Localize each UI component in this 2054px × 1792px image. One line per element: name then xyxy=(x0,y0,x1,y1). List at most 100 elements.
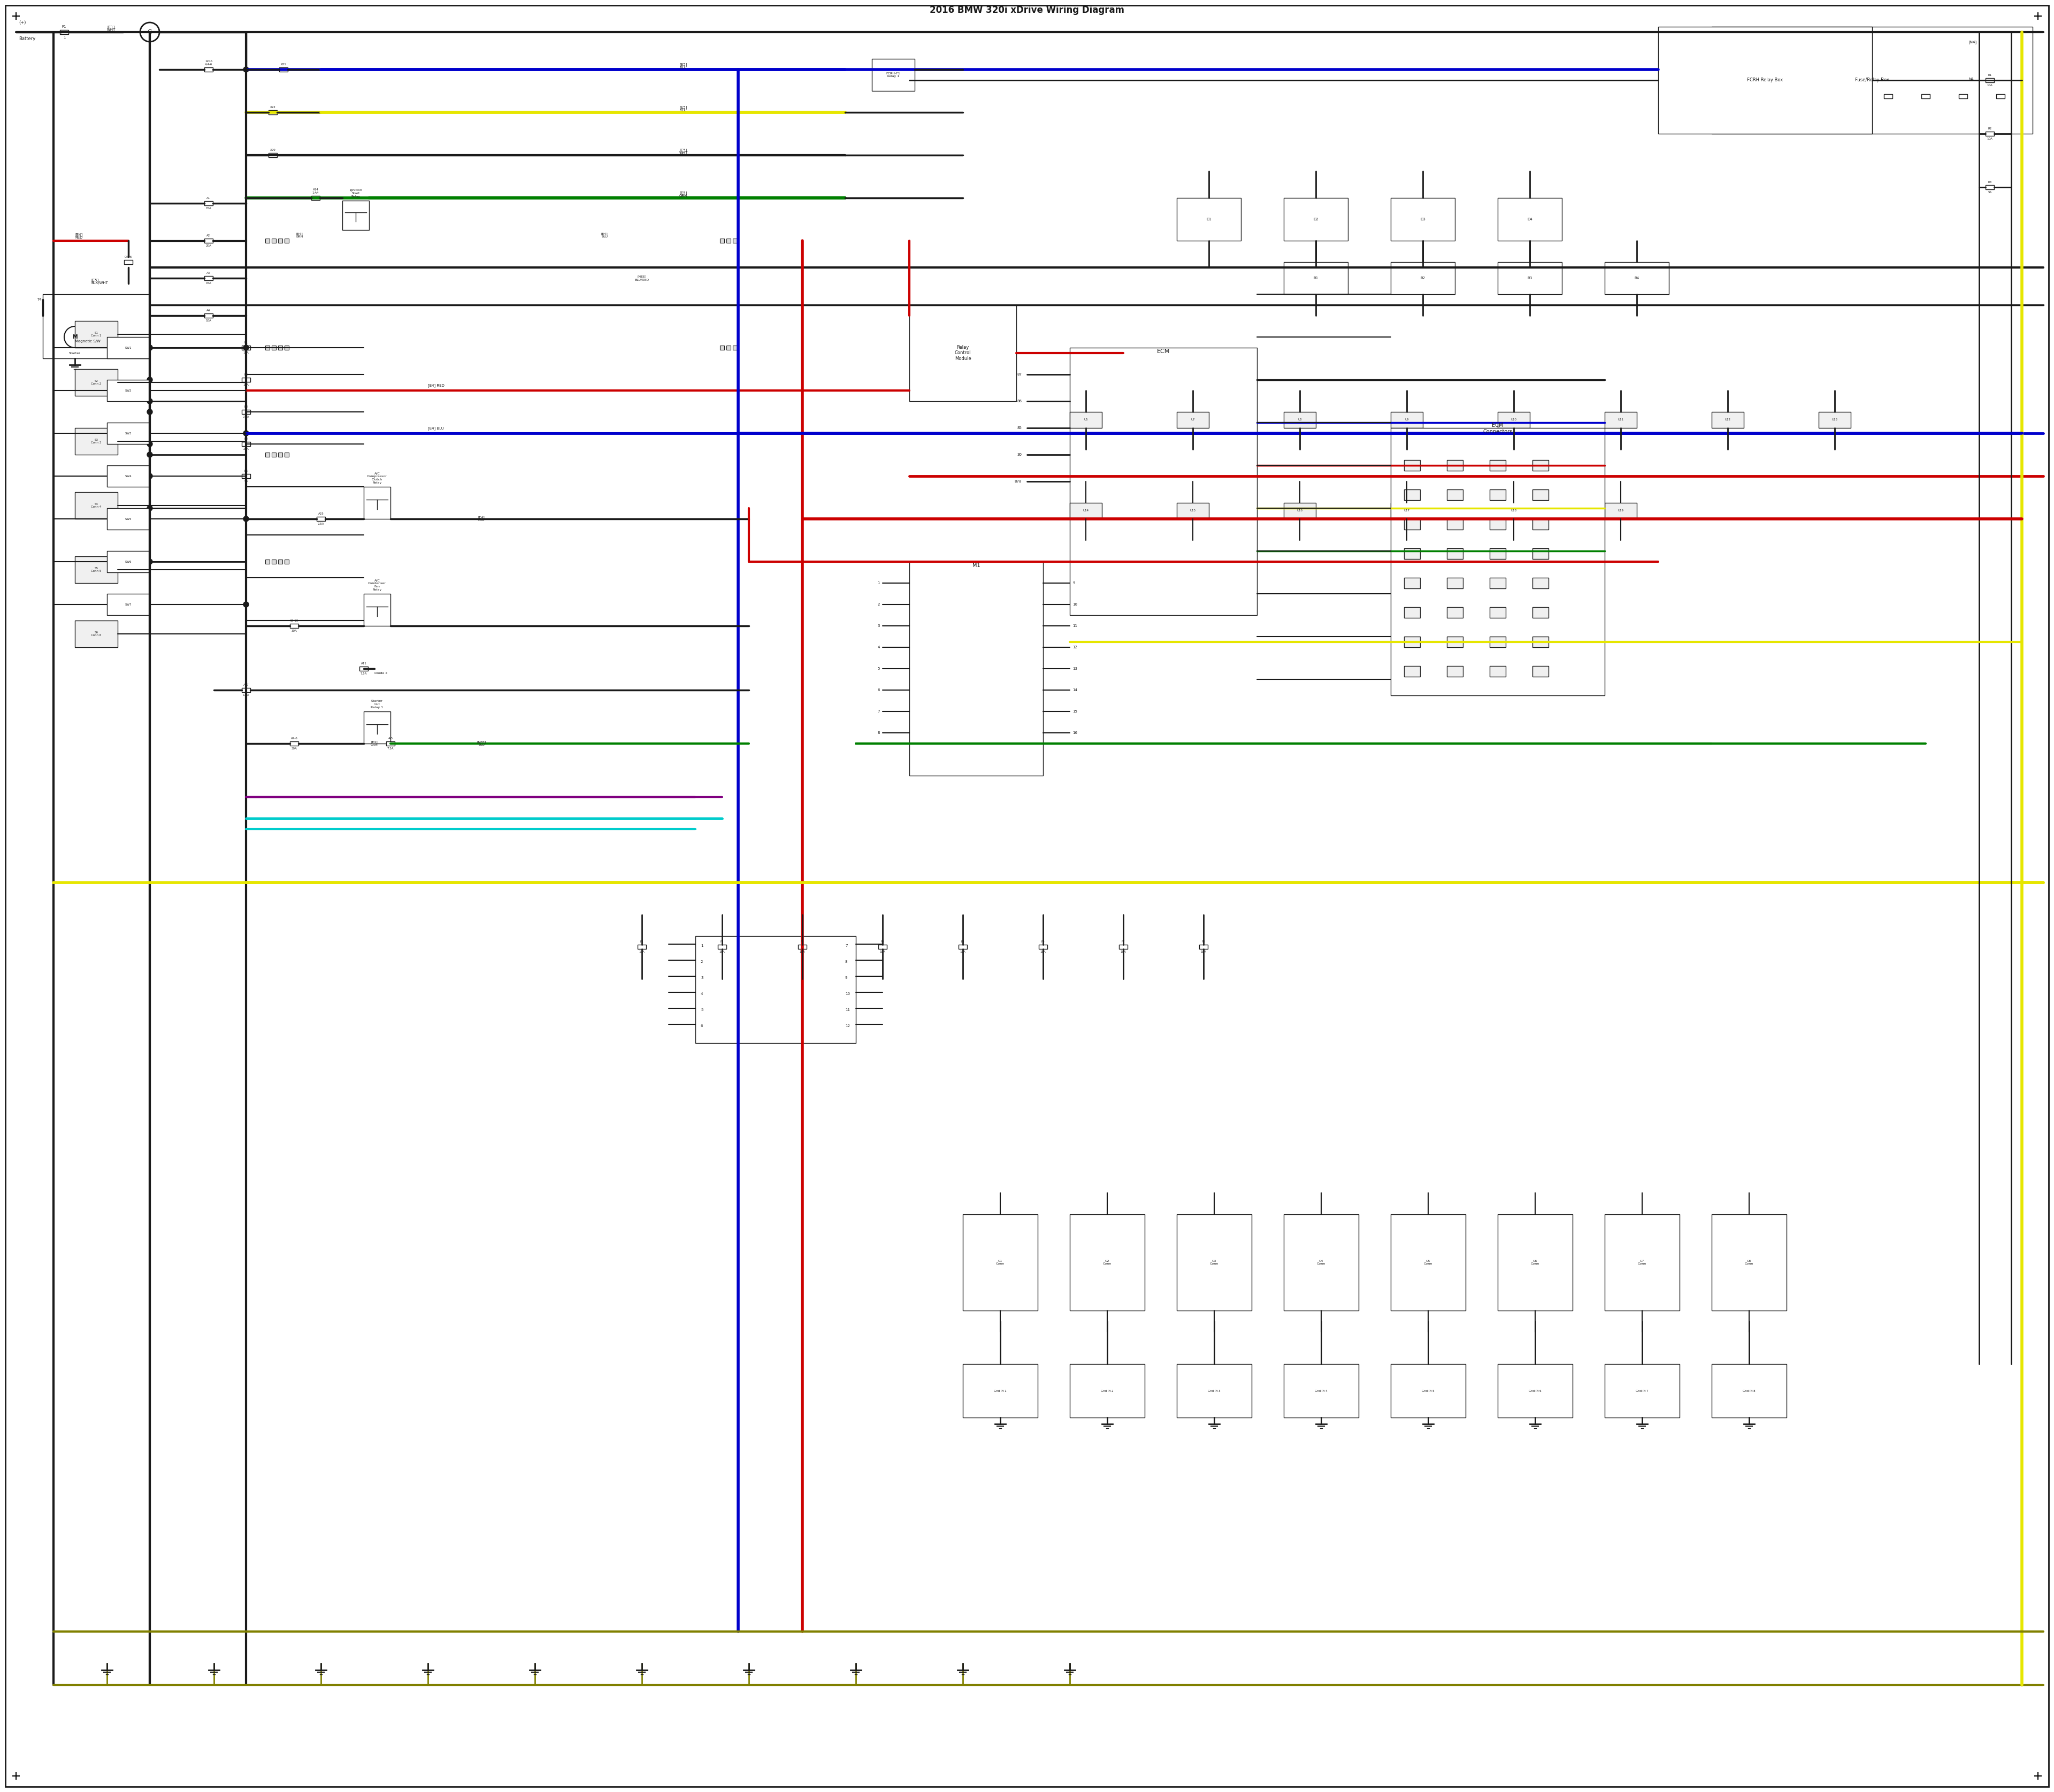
Text: 15A: 15A xyxy=(242,351,249,355)
Text: 15: 15 xyxy=(1072,710,1076,713)
Text: 4: 4 xyxy=(877,645,879,649)
Text: [E4] BLU: [E4] BLU xyxy=(427,426,444,430)
Text: SW2: SW2 xyxy=(125,389,131,392)
Text: M1: M1 xyxy=(972,563,980,568)
Text: X29: X29 xyxy=(269,149,275,151)
Text: S3
Conn 3: S3 Conn 3 xyxy=(90,439,101,444)
Bar xyxy=(1405,548,1419,559)
Text: F6: F6 xyxy=(1041,941,1045,943)
Text: F5: F5 xyxy=(961,941,965,943)
Text: 87a: 87a xyxy=(1015,480,1021,484)
Circle shape xyxy=(148,398,152,403)
Bar xyxy=(1391,1215,1467,1310)
Bar xyxy=(1604,504,1637,520)
Bar xyxy=(265,346,269,349)
Text: A3: A3 xyxy=(207,272,212,274)
Bar xyxy=(242,443,251,446)
Text: A11: A11 xyxy=(362,663,366,665)
Text: [E4] RED: [E4] RED xyxy=(427,383,444,387)
Bar xyxy=(279,68,288,72)
Text: FCRH-F1
Relay 1: FCRH-F1 Relay 1 xyxy=(885,72,900,77)
Text: [E5]: [E5] xyxy=(680,149,686,152)
Circle shape xyxy=(242,430,249,435)
Text: SW7: SW7 xyxy=(125,604,131,606)
Text: YEL: YEL xyxy=(680,109,686,111)
Bar xyxy=(1532,489,1549,500)
Text: [E5]: [E5] xyxy=(680,192,686,195)
Text: C2
Conn: C2 Conn xyxy=(1103,1260,1111,1265)
Text: 20A: 20A xyxy=(205,244,212,247)
Bar xyxy=(1532,548,1549,559)
Bar xyxy=(1405,461,1419,471)
Text: S6
Conn 6: S6 Conn 6 xyxy=(90,631,101,636)
Bar xyxy=(733,346,737,349)
Text: 87: 87 xyxy=(1017,373,1021,376)
Text: 7: 7 xyxy=(877,710,879,713)
Bar xyxy=(1405,577,1419,588)
Text: [E5]: [E5] xyxy=(680,63,686,66)
Bar xyxy=(1391,197,1454,240)
Text: 7.5A: 7.5A xyxy=(318,523,325,525)
Circle shape xyxy=(242,516,249,521)
Bar xyxy=(1405,607,1419,618)
Bar xyxy=(1446,489,1462,500)
Text: U13: U13 xyxy=(1832,419,1838,421)
Text: 85: 85 xyxy=(1017,426,1021,430)
Bar xyxy=(265,238,269,244)
Text: F3: F3 xyxy=(801,941,803,943)
Bar xyxy=(696,935,857,1043)
Text: 10A: 10A xyxy=(1202,950,1206,953)
Text: 7.5A: 7.5A xyxy=(359,672,368,676)
Bar xyxy=(1070,1364,1144,1417)
Bar xyxy=(1070,412,1101,428)
Text: 10A: 10A xyxy=(242,383,249,387)
Bar xyxy=(1711,1215,1787,1310)
Bar xyxy=(1489,461,1506,471)
Text: 15A: 15A xyxy=(205,281,212,285)
Bar xyxy=(1604,1364,1680,1417)
Text: R1: R1 xyxy=(1988,73,1992,77)
Bar xyxy=(1497,504,1530,520)
Bar xyxy=(1986,185,1994,190)
Bar xyxy=(203,238,214,244)
Bar xyxy=(1771,95,1781,99)
Text: [E1]: [E1] xyxy=(107,25,115,29)
Bar xyxy=(74,321,117,348)
Bar xyxy=(1446,667,1462,677)
Text: 9: 9 xyxy=(1072,581,1074,584)
Text: Fuse/Relay Box: Fuse/Relay Box xyxy=(1855,77,1890,82)
Circle shape xyxy=(148,376,152,382)
Text: 7: 7 xyxy=(844,944,848,948)
Text: 3: 3 xyxy=(700,977,702,980)
Bar xyxy=(1391,412,1423,428)
Text: 4: 4 xyxy=(700,993,702,996)
Bar xyxy=(959,944,967,950)
Text: Ignition
Start
Relay: Ignition Start Relay xyxy=(349,188,362,197)
Bar xyxy=(60,30,68,34)
Bar xyxy=(359,667,368,670)
Text: [NEE]
BLU/RED: [NEE] BLU/RED xyxy=(635,276,649,281)
Text: ECM
Connectors: ECM Connectors xyxy=(1483,423,1512,434)
Bar xyxy=(1734,95,1742,99)
Bar xyxy=(1847,95,1855,99)
Text: G: G xyxy=(148,29,152,34)
Text: WHT: WHT xyxy=(107,29,115,32)
Text: A17: A17 xyxy=(242,683,249,686)
Text: R3: R3 xyxy=(1988,181,1992,183)
Text: U15: U15 xyxy=(1189,509,1195,513)
Text: A25: A25 xyxy=(318,513,325,514)
Text: 1: 1 xyxy=(700,944,702,948)
Bar xyxy=(1391,428,1604,695)
Bar xyxy=(1391,504,1423,520)
Bar xyxy=(1284,197,1347,240)
Bar xyxy=(316,516,325,521)
Text: 10: 10 xyxy=(844,993,850,996)
Bar xyxy=(242,473,251,478)
Text: U10: U10 xyxy=(1512,419,1516,421)
Bar xyxy=(271,559,275,564)
Text: 12: 12 xyxy=(844,1025,850,1027)
Bar xyxy=(871,59,914,91)
Bar xyxy=(1405,489,1419,500)
Text: U5: U5 xyxy=(1085,419,1089,421)
Text: BLK/WHT: BLK/WHT xyxy=(90,281,109,285)
